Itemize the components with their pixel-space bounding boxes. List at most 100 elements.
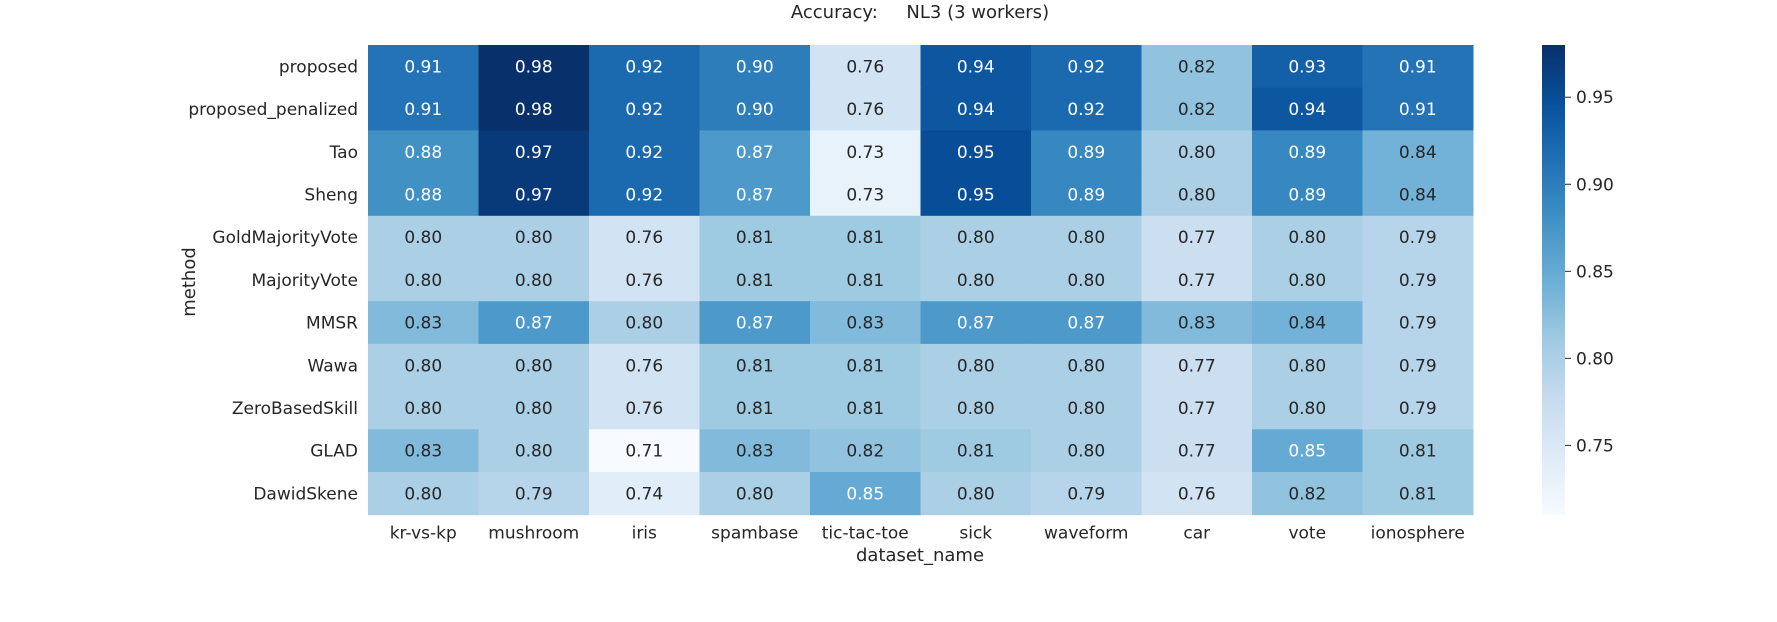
heatmap-cell-value: 0.73 — [846, 185, 884, 205]
heatmap-cell — [1031, 343, 1142, 388]
heatmap-cell-value: 0.83 — [404, 442, 442, 462]
heatmap-cell-value: 0.80 — [1067, 228, 1105, 248]
heatmap-cell-value: 0.79 — [1399, 356, 1437, 376]
heatmap-cell-value: 0.80 — [957, 228, 995, 248]
heatmap-cell — [920, 130, 1032, 174]
heatmap-cell — [1252, 45, 1363, 89]
heatmap-cell-value: 0.80 — [515, 356, 553, 376]
y-tick-label: GLAD — [310, 442, 358, 462]
heatmap-cell-value: 0.80 — [1288, 271, 1326, 291]
heatmap-cell — [1362, 386, 1474, 430]
x-tick-label: kr-vs-kp — [390, 524, 457, 544]
heatmap-cell-value: 0.80 — [1067, 356, 1105, 376]
heatmap-cell — [478, 429, 590, 473]
heatmap-cell-value: 0.80 — [1067, 271, 1105, 291]
heatmap-cell — [810, 87, 921, 131]
y-tick-label: MMSR — [306, 314, 358, 334]
heatmap-cell-value: 0.90 — [736, 57, 774, 77]
heatmap-cell-value: 0.79 — [1399, 399, 1437, 419]
heatmap-cell — [920, 173, 1032, 217]
heatmap-cell-value: 0.80 — [1067, 399, 1105, 419]
heatmap-cell-value: 0.81 — [846, 271, 884, 291]
heatmap-cell — [1252, 386, 1363, 430]
heatmap-cell — [368, 130, 479, 174]
heatmap-cell — [1252, 130, 1363, 174]
heatmap-cell — [589, 173, 700, 217]
heatmap-cell — [1362, 472, 1474, 516]
heatmap-cell — [1362, 87, 1474, 131]
heatmap-cell-value: 0.97 — [515, 143, 553, 163]
heatmap-cell-value: 0.71 — [625, 442, 663, 462]
heatmap-cell — [478, 386, 590, 430]
y-tick-label: MajorityVote — [252, 271, 358, 291]
heatmap-cell — [478, 215, 590, 259]
colorbar-ticks: 0.75 0.80 0.85 0.90 0.95 — [1565, 88, 1614, 456]
heatmap-cell — [478, 343, 590, 388]
heatmap-cell — [1362, 45, 1474, 89]
heatmap-cell — [1141, 472, 1253, 516]
heatmap-cell-value: 0.82 — [846, 442, 884, 462]
heatmap-cell-value: 0.80 — [957, 484, 995, 504]
heatmap-cell — [1031, 429, 1142, 473]
x-tick-label: sick — [959, 524, 992, 544]
heatmap-cell-value: 0.76 — [625, 271, 663, 291]
heatmap-cell — [589, 386, 700, 430]
heatmap-cell — [1252, 215, 1363, 259]
heatmap-cell — [589, 343, 700, 388]
heatmap-cell-value: 0.79 — [1399, 228, 1437, 248]
x-tick-label: car — [1183, 524, 1210, 544]
heatmap-cell-value: 0.79 — [1399, 271, 1437, 291]
heatmap-cell-value: 0.91 — [1399, 100, 1437, 120]
heatmap-cell-value: 0.76 — [625, 399, 663, 419]
heatmap-cell-value: 0.83 — [736, 442, 774, 462]
heatmap-cell — [478, 130, 590, 174]
heatmap-cell — [1362, 301, 1474, 345]
heatmap-cell — [699, 301, 811, 345]
heatmap-cell — [1252, 472, 1363, 516]
x-axis-tick-labels: kr-vs-kp mushroom iris spambase tic-tac-toe s… — [390, 524, 1465, 544]
y-tick-label: proposed — [279, 57, 358, 77]
heatmap-cell — [699, 472, 811, 516]
x-tick-label: iris — [632, 524, 657, 544]
y-axis-tick-labels: proposed proposed_penalized Tao Sheng GoldMa… — [188, 57, 358, 504]
heatmap-cell-value: 0.92 — [625, 57, 663, 77]
heatmap-cell-value: 0.80 — [404, 399, 442, 419]
heatmap-cell-value: 0.80 — [1178, 143, 1216, 163]
heatmap-cell — [810, 472, 921, 516]
heatmap-cell — [1031, 130, 1142, 174]
heatmap-cell — [368, 45, 479, 89]
heatmap-cell — [368, 472, 479, 516]
heatmap-cell-value: 0.80 — [957, 399, 995, 419]
colorbar-gradient — [1542, 45, 1565, 515]
heatmap-cell — [1362, 429, 1474, 473]
heatmap-cell-value: 0.80 — [957, 356, 995, 376]
heatmap-cell-value: 0.89 — [1067, 185, 1105, 205]
heatmap-cell-value: 0.83 — [846, 314, 884, 334]
heatmap-cell — [1031, 472, 1142, 516]
heatmap-cell — [1141, 130, 1253, 174]
chart-title: Accuracy: NL3 (3 workers) — [791, 2, 1049, 23]
x-tick-label: ionosphere — [1371, 524, 1465, 544]
heatmap-cell-value: 0.81 — [736, 356, 774, 376]
heatmap-cell-value: 0.89 — [1288, 185, 1326, 205]
heatmap-cell — [1252, 429, 1363, 473]
y-tick-label: ZeroBasedSkill — [232, 399, 358, 419]
heatmap-cell — [1031, 301, 1142, 345]
heatmap-cell-value: 0.98 — [515, 57, 553, 77]
heatmap-cell — [1141, 45, 1253, 89]
heatmap-cell — [589, 87, 700, 131]
heatmap-cell-value: 0.92 — [625, 143, 663, 163]
heatmap-cell — [368, 87, 479, 131]
colorbar-tick-label: 0.75 — [1576, 436, 1614, 456]
heatmap-cell — [810, 386, 921, 430]
heatmap-cell — [1141, 258, 1253, 302]
heatmap-cell — [699, 429, 811, 473]
heatmap-cell — [1252, 301, 1363, 345]
heatmap-cell — [810, 301, 921, 345]
heatmap-cell — [478, 173, 590, 217]
heatmap-cell-value: 0.92 — [1067, 57, 1105, 77]
heatmap-cell — [1031, 87, 1142, 131]
heatmap-cell-value: 0.92 — [625, 185, 663, 205]
heatmap-cell — [589, 301, 700, 345]
